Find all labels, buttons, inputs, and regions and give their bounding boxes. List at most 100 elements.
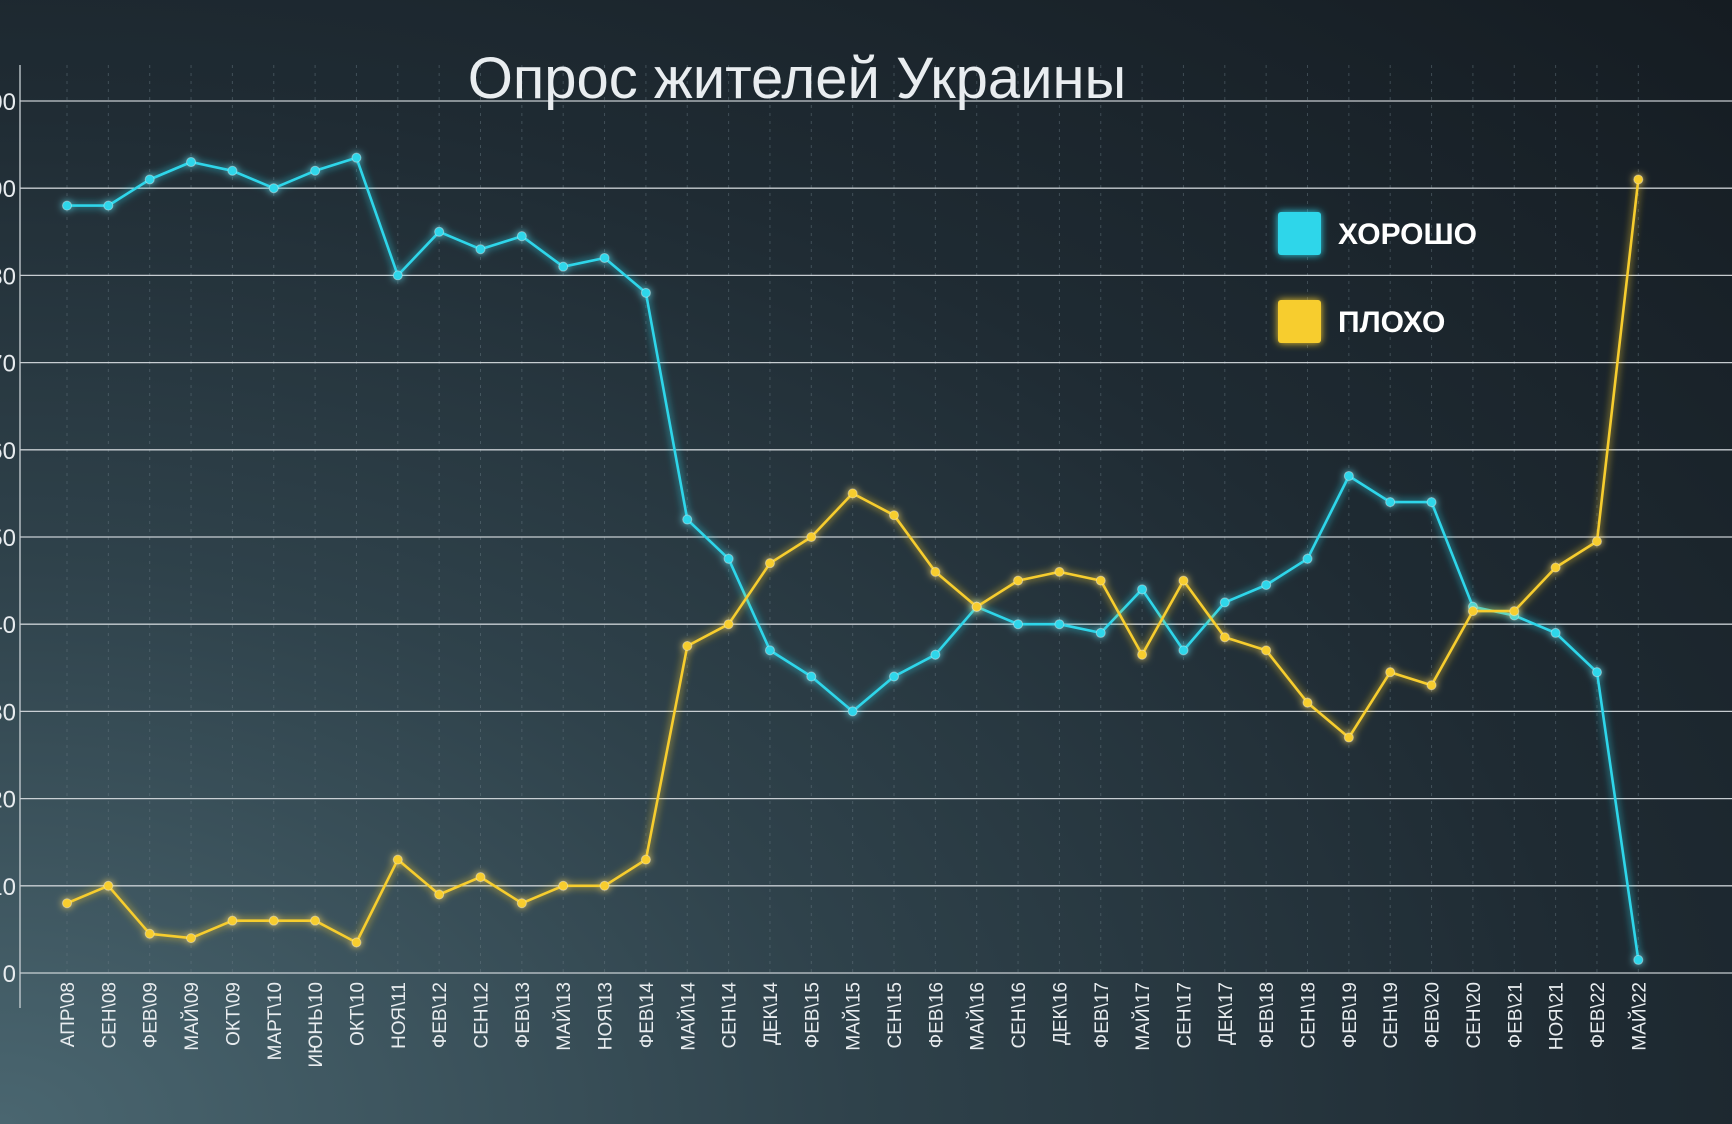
data-point xyxy=(599,252,610,263)
data-point xyxy=(1219,597,1230,608)
x-tick-label: ОКТ\10 xyxy=(347,982,368,1046)
data-point xyxy=(516,898,527,909)
y-tick-label: 20 xyxy=(0,787,16,814)
series-good xyxy=(62,152,1644,965)
data-point xyxy=(310,165,321,176)
x-tick-label: ФЕВ\22 xyxy=(1588,982,1609,1048)
data-point xyxy=(186,157,197,168)
x-tick-label: АПР\08 xyxy=(58,982,79,1047)
data-point xyxy=(640,287,651,298)
y-tick-label: 30 xyxy=(0,699,16,726)
y-tick-label: 80 xyxy=(0,263,16,290)
series-layer xyxy=(62,152,1644,965)
y-tick-label: 50 xyxy=(0,525,16,552)
data-point xyxy=(682,514,693,525)
legend-swatch-good xyxy=(1278,212,1321,255)
data-point xyxy=(434,226,445,237)
data-point xyxy=(889,671,899,682)
data-point xyxy=(1633,954,1644,965)
data-point xyxy=(1426,497,1437,508)
data-point xyxy=(1095,575,1106,586)
data-point xyxy=(103,200,114,211)
x-tick-label: СЕН\20 xyxy=(1464,982,1485,1049)
series-line xyxy=(67,156,1640,961)
y-tick-label: 10 xyxy=(0,874,16,901)
data-point xyxy=(1550,562,1561,573)
data-point xyxy=(1137,584,1148,595)
data-point xyxy=(1302,697,1313,708)
data-point xyxy=(1137,649,1148,660)
data-point xyxy=(144,928,155,939)
data-point xyxy=(930,649,941,660)
x-tick-label: ФЕВ\21 xyxy=(1505,982,1526,1048)
data-point xyxy=(764,558,775,569)
x-tick-label: ФЕВ\19 xyxy=(1340,982,1361,1048)
data-point xyxy=(847,488,858,499)
x-tick-label: МАЙ\14 xyxy=(677,982,699,1051)
y-tick-label: 0 xyxy=(3,961,16,988)
data-point xyxy=(847,706,858,717)
x-tick-label: СЕН\08 xyxy=(99,982,120,1049)
x-axis-ticks: АПР\08 СЕН\08 ФЕВ\09 МАЙ\09 ОКТ\09 МАРТ\10 ИЮН… xyxy=(58,982,1650,1068)
data-point xyxy=(1591,536,1602,547)
x-tick-label: ФЕВ\15 xyxy=(802,982,823,1048)
x-tick-label: СЕН\12 xyxy=(472,982,493,1049)
data-point xyxy=(1013,575,1024,586)
legend-label-good: ХОРОШО xyxy=(1338,218,1477,251)
x-tick-label: МАЙ\22 xyxy=(1628,982,1650,1051)
y-tick-label: 60 xyxy=(0,438,16,465)
x-tick-label: СЕН\17 xyxy=(1174,982,1195,1049)
data-point xyxy=(103,880,114,891)
data-point xyxy=(475,872,486,883)
data-point xyxy=(392,854,403,865)
data-point xyxy=(723,553,734,564)
x-tick-label: ФЕВ\13 xyxy=(513,982,534,1048)
vertical-grid xyxy=(66,65,1639,973)
x-tick-label: СЕН\16 xyxy=(1009,982,1030,1049)
data-point xyxy=(62,898,72,909)
legend-item-good: ХОРОШО xyxy=(1278,212,1477,255)
data-point xyxy=(806,532,817,542)
x-tick-label: МАЙ\09 xyxy=(181,982,203,1051)
data-point xyxy=(1385,667,1396,678)
x-tick-label: ФЕВ\20 xyxy=(1423,982,1444,1048)
x-tick-label: МАЙ\16 xyxy=(967,982,989,1051)
data-point xyxy=(1178,575,1189,586)
y-tick-label: 40 xyxy=(0,612,16,639)
data-point xyxy=(392,270,403,281)
x-tick-label: СЕН\18 xyxy=(1299,982,1320,1049)
data-point xyxy=(1219,632,1230,643)
legend: ХОРОШО ПЛОХО xyxy=(1278,212,1477,343)
data-point xyxy=(186,933,197,944)
data-point xyxy=(1550,627,1561,638)
data-point xyxy=(723,619,734,630)
data-point xyxy=(144,174,155,185)
x-tick-label: ФЕВ\16 xyxy=(926,982,947,1048)
x-tick-label: ДЕК\17 xyxy=(1216,982,1237,1045)
data-point xyxy=(351,937,362,948)
data-point xyxy=(558,880,569,891)
data-point xyxy=(930,566,941,577)
data-point xyxy=(1095,627,1106,638)
x-tick-label: МАЙ\17 xyxy=(1132,982,1154,1051)
data-point xyxy=(1385,497,1396,508)
data-point xyxy=(1013,619,1024,630)
data-point xyxy=(1054,619,1065,630)
legend-swatch-bad xyxy=(1278,300,1321,343)
data-point xyxy=(351,152,362,163)
x-tick-label: НОЯ\11 xyxy=(389,982,410,1049)
horizontal-grid xyxy=(20,100,1732,974)
x-tick-label: МАЙ\13 xyxy=(553,982,575,1051)
x-tick-label: НОЯ\21 xyxy=(1547,982,1568,1050)
data-point xyxy=(310,915,321,926)
data-point xyxy=(558,261,569,272)
data-point xyxy=(599,880,610,891)
data-point xyxy=(475,244,486,255)
data-point xyxy=(1509,606,1520,617)
data-point xyxy=(1591,667,1602,678)
data-point xyxy=(1467,606,1478,617)
x-tick-label: ФЕВ\09 xyxy=(141,982,162,1048)
data-point xyxy=(227,165,238,176)
x-tick-label: ДЕК\14 xyxy=(761,982,782,1045)
